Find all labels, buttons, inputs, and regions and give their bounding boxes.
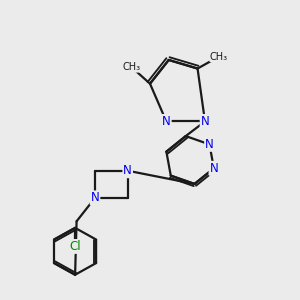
Text: N: N	[162, 115, 171, 128]
Text: N: N	[209, 162, 218, 175]
Text: CH₃: CH₃	[122, 62, 141, 72]
Text: N: N	[91, 191, 99, 204]
Text: N: N	[205, 138, 214, 151]
Text: N: N	[123, 164, 132, 177]
Text: CH₃: CH₃	[210, 52, 228, 61]
Text: N: N	[201, 115, 209, 128]
Text: Cl: Cl	[69, 240, 81, 253]
